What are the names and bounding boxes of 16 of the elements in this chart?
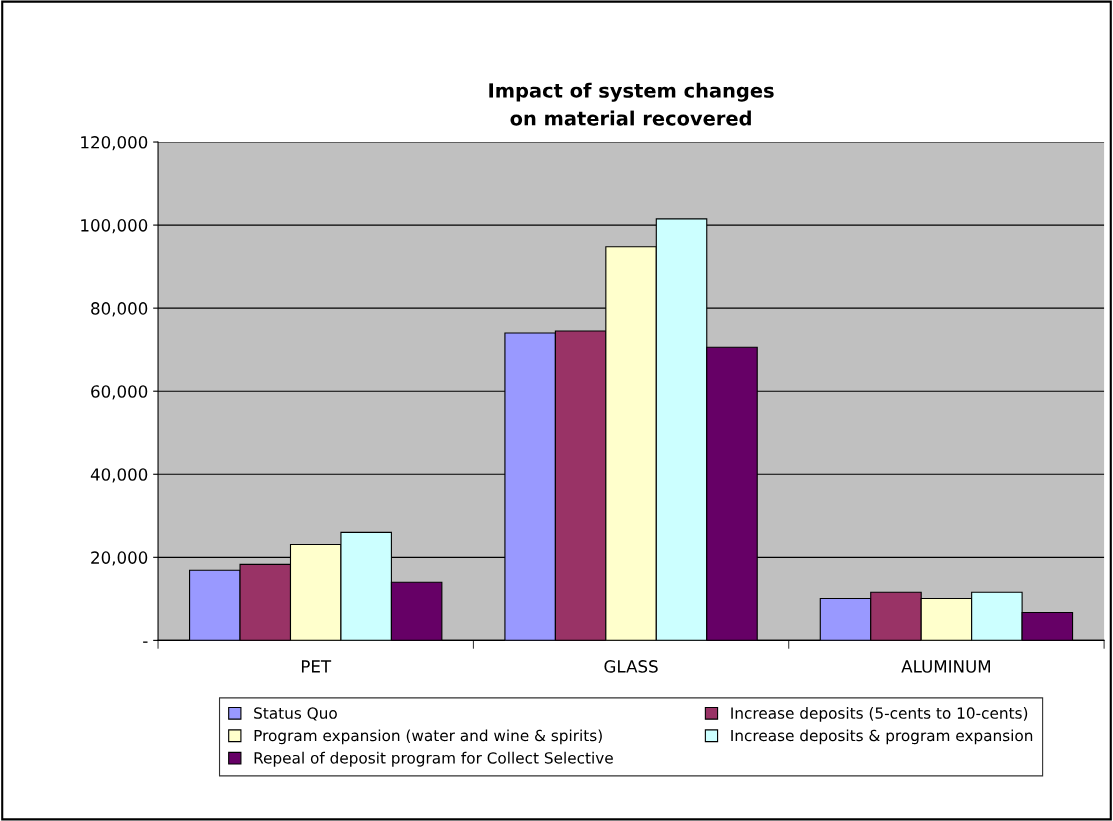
legend-label: Increase deposits & program expansion	[731, 729, 1033, 745]
y-tick-label: 120,000	[81, 136, 148, 151]
x-tick-label: PET	[301, 660, 332, 673]
y-tick-label: 40,000	[90, 468, 148, 483]
legend-label: Repeal of deposit program for Collect Selective	[254, 751, 613, 767]
legend-label: Program expansion (water and wine & spirits)	[254, 729, 602, 745]
y-tick-label: 60,000	[91, 385, 148, 400]
chart-title: Impact of system changes on material recovered	[489, 82, 774, 126]
x-tick-label: ALUMINUM	[901, 660, 990, 673]
legend-label: Status Quo	[254, 707, 337, 721]
y-tick-label: -	[143, 641, 148, 643]
legend-label: Increase deposits (5-cents to 10-cents)	[731, 707, 1028, 722]
y-tick-label: 100,000	[81, 219, 148, 234]
x-tick-label: GLASS	[604, 660, 658, 673]
y-tick-label: 20,000	[91, 551, 148, 566]
y-tick-label: 80,000	[91, 302, 148, 317]
